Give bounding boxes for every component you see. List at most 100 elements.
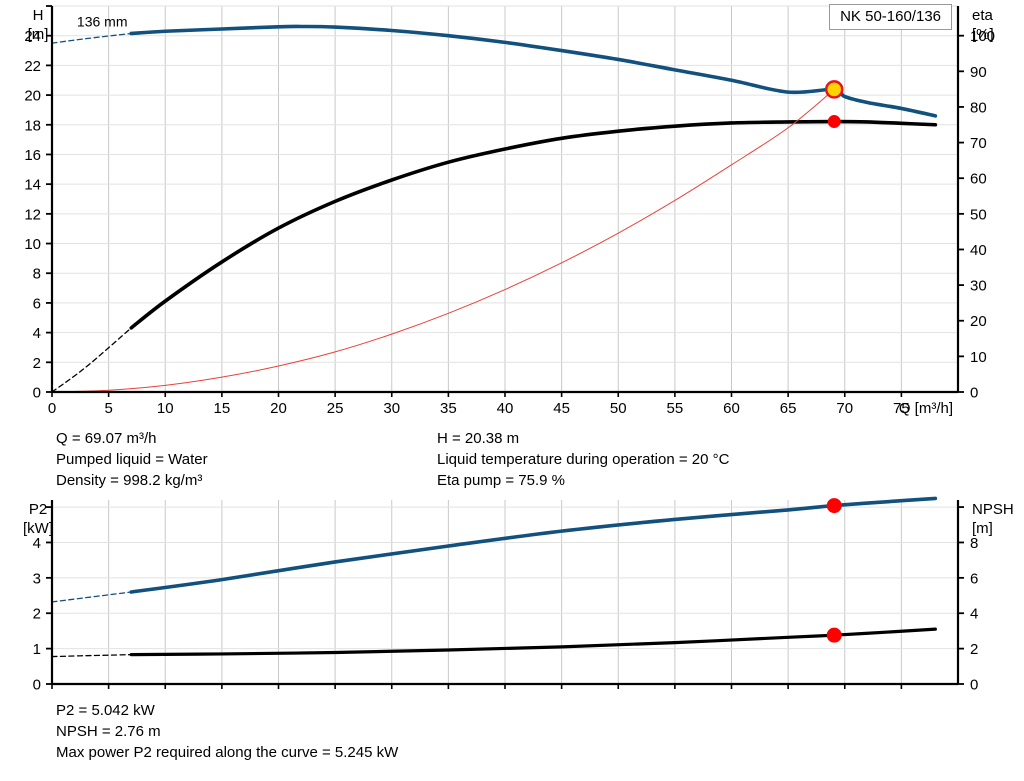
- power-npsh-chart: 0 1 2 3 4 0 2 4 6 8 P2 [kW] NPSH [m]: [0, 494, 1024, 704]
- y2-tick-label: 4: [970, 606, 978, 623]
- duty-point-markers: [824, 80, 844, 129]
- x-tick-label: 40: [497, 400, 514, 417]
- x-tick-label: 60: [723, 400, 740, 417]
- y-tick-label: 12: [24, 206, 41, 223]
- y-tick-label: 3: [33, 570, 41, 587]
- y2-tick-label: 80: [970, 99, 987, 116]
- y2-tick-label: 90: [970, 64, 987, 81]
- info-bottom-left-column: P2 = 5.042 kW NPSH = 2.76 m Max power P2 r…: [56, 700, 398, 763]
- curve-power-system-line: [51, 88, 835, 393]
- curve-eta-curve-extension-: [51, 327, 132, 393]
- duty-point-npsh[interactable]: [826, 627, 842, 643]
- curve-h-curve: [129, 24, 938, 118]
- axes: [46, 5, 964, 397]
- y2-tick-label: 50: [970, 206, 987, 223]
- y2-tick-label: 70: [970, 135, 987, 152]
- y-tick-label: 1: [33, 641, 41, 658]
- info-bottom-left-line-3: Max power P2 required along the curve = …: [56, 744, 399, 761]
- x-tick-label: 50: [610, 400, 627, 417]
- operating-point-info-top: Q = 69.07 m³/h Pumped liquid = Water Densi…: [0, 428, 1024, 494]
- x-tick-label: 25: [327, 400, 344, 417]
- y-axis-title: P2: [29, 501, 47, 518]
- y-tick-label: 24: [24, 28, 41, 45]
- y-tick-label: 10: [24, 236, 41, 253]
- y2-tick-label: 20: [970, 313, 987, 330]
- duty-point-p2[interactable]: [826, 498, 842, 514]
- y-tick-label: 2: [33, 606, 41, 623]
- tick-labels: 0 5 10 15 20 25 30 35 40 45 50 55 60 65 70 750246810121…: [24, 28, 995, 417]
- y2-tick-label: 2: [970, 641, 978, 658]
- x-tick-label: 70: [836, 400, 853, 417]
- x-tick-label: 20: [270, 400, 287, 417]
- y-tick-label: 16: [24, 147, 41, 164]
- x-tick-label: 15: [214, 400, 231, 417]
- y2-tick-label: 0: [970, 677, 978, 694]
- y2-axis-title: NPSH: [972, 501, 1014, 518]
- grid-lines: [51, 5, 958, 393]
- y2-tick-label: 40: [970, 242, 987, 259]
- curve-h-curve-extension-: [51, 32, 132, 44]
- y-tick-label: 22: [24, 58, 41, 75]
- y-axis-unit: [m]: [28, 26, 49, 43]
- curve-p2-curve: [129, 496, 938, 594]
- x-tick-label: 0: [48, 400, 56, 417]
- y-tick-label: 14: [24, 177, 41, 194]
- info-top-left-line-2: Pumped liquid = Water: [56, 451, 208, 468]
- y2-axis-title: eta: [972, 7, 994, 24]
- x-tick-label: 10: [157, 400, 174, 417]
- grid-lines: [51, 500, 958, 685]
- y2-tick-label: 8: [970, 535, 978, 552]
- x-tick-label: 75: [893, 400, 910, 417]
- y2-axis-unit: [%]: [972, 26, 994, 43]
- y-tick-label: 6: [33, 295, 41, 312]
- pump-model-badge: NK 50-160/136: [829, 4, 952, 31]
- tick-labels: 0 1 2 3 4 0 2 4 6 8: [33, 535, 979, 694]
- x-tick-label: 45: [553, 400, 570, 417]
- impeller-diameter-label: 136 mm: [77, 14, 128, 30]
- y-tick-label: 0: [33, 677, 41, 694]
- y-tick-label: 8: [33, 266, 41, 283]
- axes: [46, 500, 964, 689]
- pump-model-label: NK 50-160/136: [840, 8, 941, 25]
- y2-tick-label: 30: [970, 278, 987, 295]
- y2-tick-label: 60: [970, 171, 987, 188]
- x-tick-label: 55: [667, 400, 684, 417]
- duty-point-head[interactable]: [824, 80, 844, 99]
- y-tick-label: 0: [33, 385, 41, 402]
- series-group: [51, 496, 938, 658]
- axis-titles: P2 [kW] NPSH [m]: [23, 501, 1014, 537]
- info-top-right-column: H = 20.38 m Liquid temperature during ope…: [437, 428, 729, 491]
- x-tick-label: 35: [440, 400, 457, 417]
- y-axis-unit: [kW]: [23, 520, 53, 537]
- series-group: [51, 24, 938, 393]
- info-top-right-line-2: Liquid temperature during operation = 20…: [437, 451, 730, 468]
- y2-tick-label: 6: [970, 570, 978, 587]
- y-axis-title: H: [33, 7, 44, 24]
- y-tick-label: 4: [33, 535, 41, 552]
- info-top-right-line-3: Eta pump = 75.9 %: [437, 472, 565, 489]
- y2-tick-label: 0: [970, 385, 978, 402]
- curve-p2-curve-extension-: [51, 591, 132, 603]
- y2-tick-label: 10: [970, 349, 987, 366]
- info-bottom-left-line-2: NPSH = 2.76 m: [56, 723, 161, 740]
- y-tick-label: 4: [33, 325, 41, 342]
- y-tick-label: 18: [24, 117, 41, 134]
- x-axis-title: Q [m³/h]: [899, 400, 953, 417]
- y-tick-label: 20: [24, 88, 41, 105]
- curve-npsh-curve: [129, 627, 937, 657]
- y2-tick-label: 100: [970, 28, 995, 45]
- x-tick-label: 5: [104, 400, 112, 417]
- head-efficiency-chart: 0 5 10 15 20 25 30 35 40 45 50 55 60 65 70 75 0 2 4 6 8 10 12 1…: [24, 5, 995, 417]
- info-top-left-column: Q = 69.07 m³/h Pumped liquid = Water Densi…: [56, 428, 208, 491]
- duty-point-markers: [826, 498, 842, 643]
- axis-titles: H [m] eta [%] Q [m³/h]: [28, 7, 994, 417]
- info-top-left-line-3: Density = 998.2 kg/m³: [56, 472, 203, 489]
- y2-axis-unit: [m]: [972, 520, 993, 537]
- curve-npsh-curve-extension-: [51, 653, 132, 658]
- x-tick-label: 65: [780, 400, 797, 417]
- duty-point-eta[interactable]: [827, 115, 841, 129]
- x-tick-label: 30: [383, 400, 400, 417]
- info-top-right-line-1: H = 20.38 m: [437, 430, 520, 447]
- y-tick-label: 2: [33, 355, 41, 372]
